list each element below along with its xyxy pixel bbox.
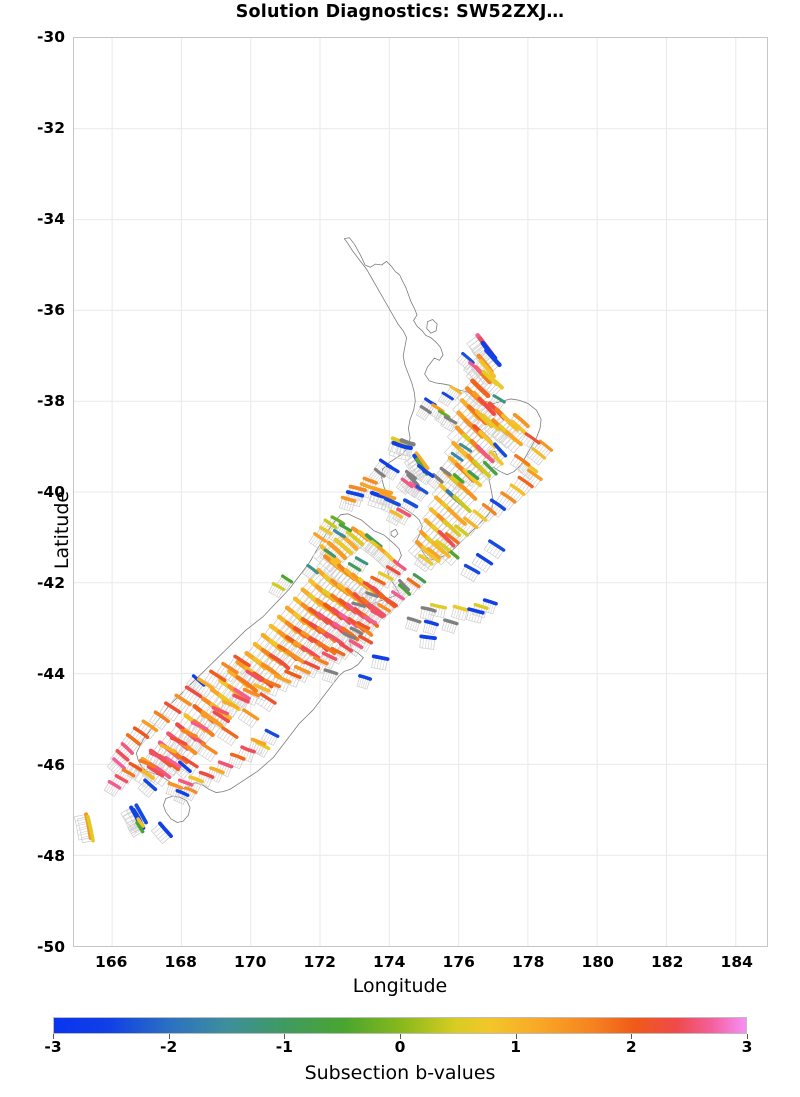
x-tick-label: 166 (95, 953, 128, 971)
x-tick-label: 184 (720, 953, 753, 971)
x-tick-label: 174 (373, 953, 406, 971)
colorbar-tick (168, 1034, 170, 1039)
y-tick-label: -48 (36, 847, 65, 865)
colorbar-tick-label: 0 (394, 1038, 406, 1056)
colorbar-gradient (53, 1017, 747, 1034)
fault-traces (84, 333, 554, 843)
colorbar-tick (400, 1034, 401, 1039)
colorbar-tick-label: -1 (275, 1038, 293, 1056)
colorbar-tick (284, 1034, 286, 1039)
colorbar-tick-label: -3 (44, 1038, 62, 1056)
x-tick-label: 170 (234, 953, 267, 971)
x-tick-label: 172 (303, 953, 336, 971)
x-tick-label: 176 (442, 953, 475, 971)
x-axis-label: Longitude (352, 975, 448, 997)
colorbar-tick (515, 1034, 517, 1039)
x-tick-label: 178 (512, 953, 545, 971)
colorbar-tick-label: 2 (625, 1038, 637, 1056)
map-axes: Latitude (51, 37, 768, 947)
colorbar-tick (53, 1034, 54, 1039)
colorbar-label: Subsection b-values (304, 1062, 496, 1084)
y-tick-label: -38 (36, 392, 65, 410)
x-tick-label: 168 (164, 953, 197, 971)
colorbar-tick (747, 1034, 748, 1039)
x-tick-label: 180 (581, 953, 614, 971)
map-canvas (74, 38, 767, 946)
y-tick-label: -36 (36, 301, 65, 319)
y-tick-label: -46 (36, 756, 65, 774)
colorbar-tick (631, 1034, 633, 1039)
colorbar-tick-label: 3 (741, 1038, 753, 1056)
y-tick-label: -50 (36, 938, 65, 956)
colorbar-tick-label: 1 (510, 1038, 522, 1056)
gridlines (74, 38, 767, 946)
y-axis-label: Latitude (51, 490, 73, 570)
y-tick-label: -44 (36, 665, 65, 683)
y-tick-label: -30 (36, 28, 65, 46)
page-title: Solution Diagnostics: SW52ZXJ… (235, 2, 565, 22)
y-tick-label: -40 (36, 483, 65, 501)
x-tick-label: 182 (651, 953, 684, 971)
y-tick-label: -42 (36, 574, 65, 592)
colorbar-tick-label: -2 (160, 1038, 178, 1056)
y-tick-label: -34 (36, 210, 65, 228)
y-tick-label: -32 (36, 119, 65, 137)
